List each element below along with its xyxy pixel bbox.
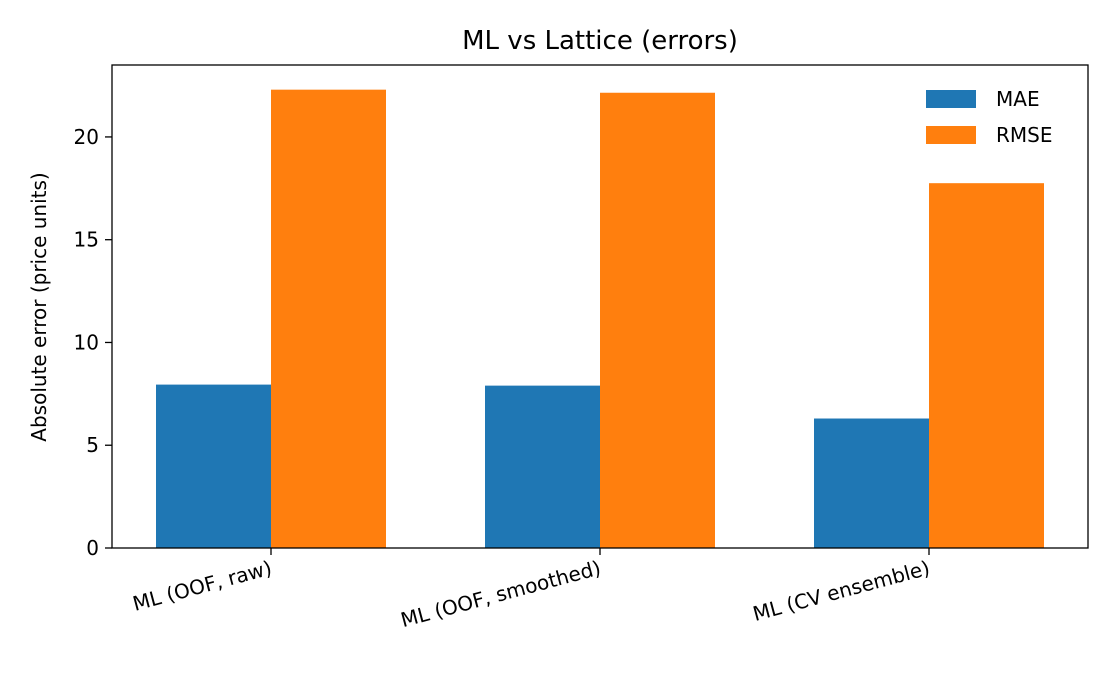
bar-rmse-2 (600, 92, 715, 548)
legend-swatch-rmse (926, 126, 976, 144)
legend-label-rmse: RMSE (996, 123, 1052, 147)
bar-rmse-1 (271, 89, 386, 549)
bar-mae-1 (156, 384, 271, 548)
legend-label-mae: MAE (996, 87, 1040, 111)
legend: MAE RMSE (926, 87, 1052, 147)
legend-swatch-mae (926, 90, 976, 108)
y-tick-label: 20 (74, 125, 99, 149)
x-tick-label: ML (OOF, smoothed) (398, 556, 603, 632)
y-tick-label: 15 (74, 228, 99, 252)
x-tick-label: ML (OOF, raw) (130, 556, 274, 616)
plot-area: 0 5 10 15 20 ML (OOF, raw) ML (OOF, smoothed) M… (74, 64, 1089, 632)
bar-mae-3 (814, 418, 929, 548)
bar-mae-2 (485, 385, 600, 548)
x-tick-label: ML (CV ensemble) (750, 556, 932, 626)
y-tick-label: 0 (86, 536, 99, 560)
bar-rmse-3 (929, 183, 1044, 548)
y-tick-label: 5 (86, 433, 99, 457)
y-tick-label: 10 (74, 330, 99, 354)
y-axis-label: Absolute error (price units) (27, 172, 51, 441)
chart-title: ML vs Lattice (errors) (462, 26, 738, 56)
